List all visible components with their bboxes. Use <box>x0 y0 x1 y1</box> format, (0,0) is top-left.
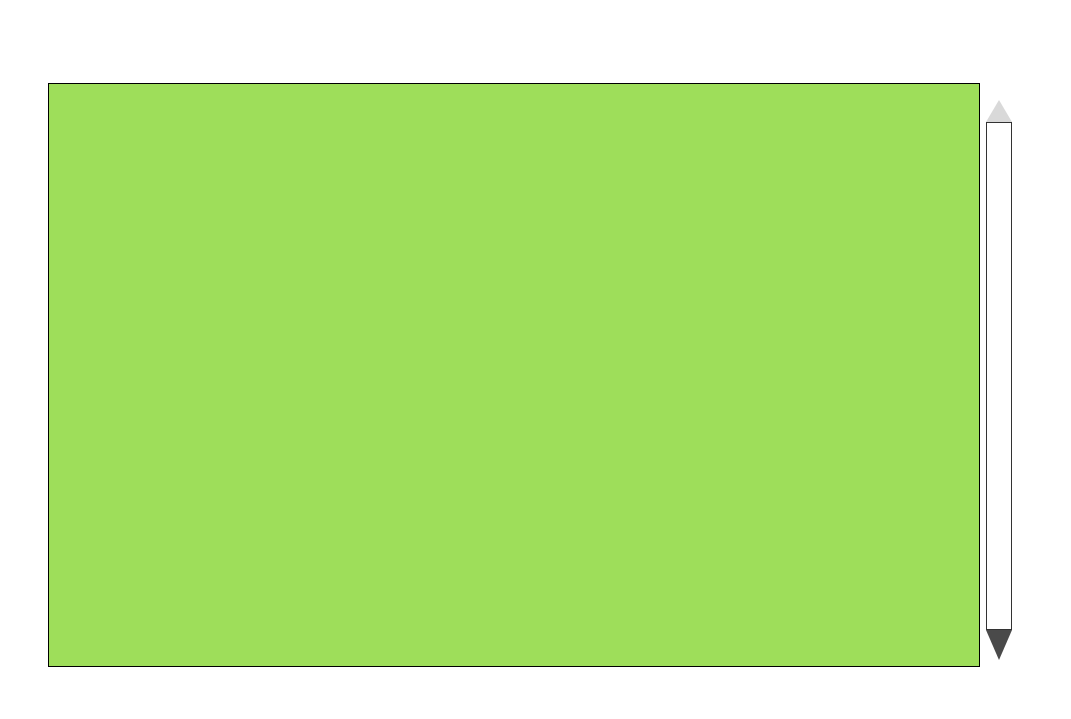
colorbar-over-arrow <box>986 100 1012 122</box>
colorbar-ticks <box>1012 100 1071 660</box>
map-plot-area[interactable] <box>48 83 980 667</box>
colorbar-under-arrow <box>986 630 1012 660</box>
colorbar-gradient <box>986 122 1012 630</box>
temperature-field-canvas <box>49 84 979 666</box>
